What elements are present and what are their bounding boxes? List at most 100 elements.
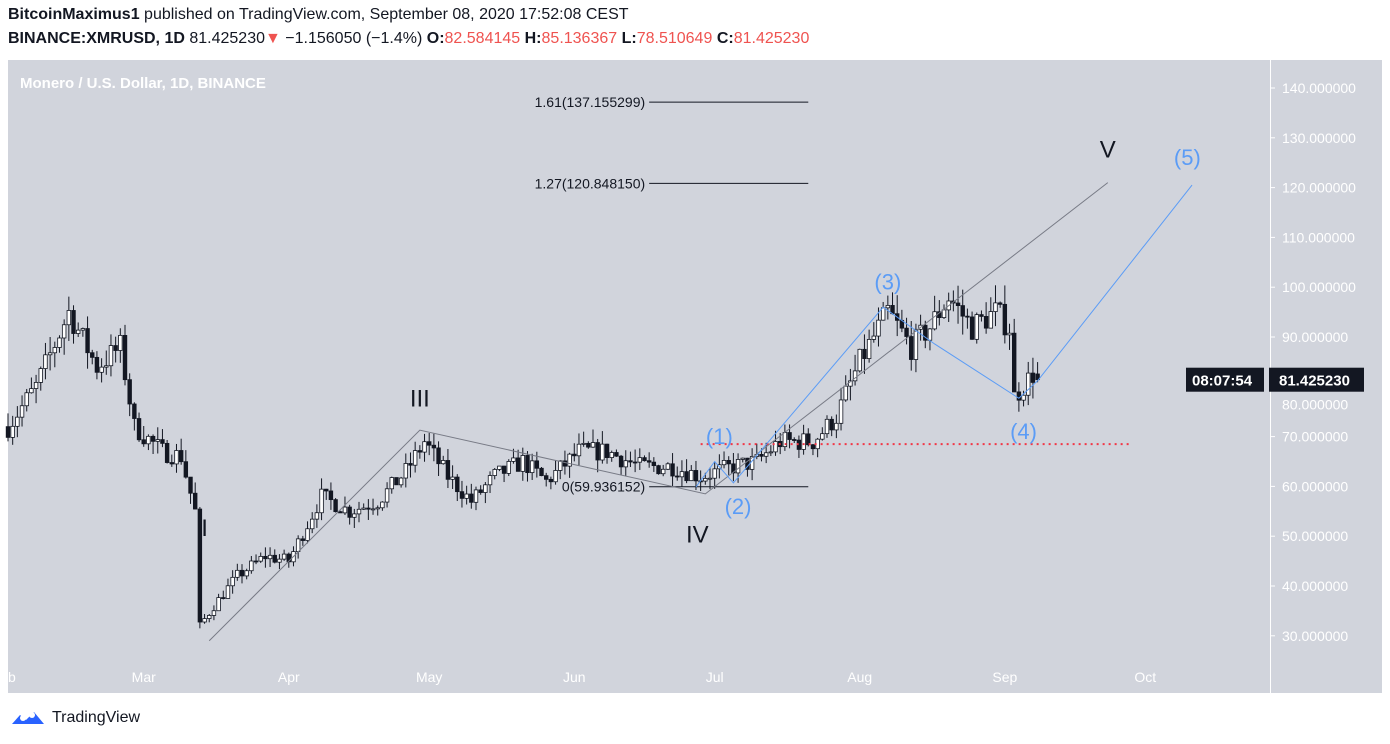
candle [1002, 285, 1008, 344]
close-label: C: [716, 30, 734, 47]
candle [216, 593, 221, 612]
candle-body [249, 560, 254, 572]
candle-body [763, 452, 769, 457]
candle-body [146, 435, 151, 445]
candle [136, 412, 142, 442]
candle-body [295, 538, 301, 552]
y-tick-label: 90.000000 [1282, 329, 1348, 345]
candle [398, 476, 404, 488]
last-price: 81.425230 [189, 30, 265, 47]
candle-body [132, 403, 137, 419]
candle [656, 464, 661, 475]
sub-wave-label: (3) [874, 270, 901, 295]
candle [436, 441, 441, 477]
candle-body [225, 585, 231, 599]
candle [99, 358, 104, 383]
candle [609, 450, 614, 462]
candle [342, 496, 348, 515]
candle-body [441, 460, 446, 465]
candle-body [1007, 332, 1012, 336]
candle-body [375, 507, 380, 510]
primary-wave-line [208, 182, 1109, 642]
candle-body [76, 329, 81, 334]
candle [614, 449, 619, 457]
candle-body [553, 470, 558, 483]
candle [192, 482, 198, 510]
candle-body [43, 354, 48, 369]
candle [857, 348, 862, 373]
candle-body [314, 512, 320, 520]
symbol: BINANCE:XMRUSD, 1D [8, 30, 185, 47]
sub-wave-label: (4) [1010, 419, 1037, 444]
candle [235, 563, 240, 581]
candle-body [207, 615, 212, 619]
candle [15, 406, 20, 438]
candle-body [590, 442, 596, 448]
candles [5, 285, 1040, 629]
candle [394, 477, 399, 486]
candle [740, 457, 745, 463]
candle [225, 578, 231, 599]
last-price-label: 81.425230 [1279, 373, 1350, 390]
candle [548, 476, 554, 490]
countdown-label: 08:07:54 [1192, 373, 1253, 390]
candle [417, 445, 423, 459]
candle [333, 498, 338, 513]
candle [483, 482, 488, 504]
candle [347, 504, 352, 525]
candle [305, 521, 310, 544]
candle-body [412, 450, 418, 466]
candle-body [871, 335, 876, 340]
candle-body [820, 433, 825, 440]
candle [422, 433, 427, 462]
candle [909, 321, 914, 371]
candle-body [174, 450, 179, 465]
candle [632, 449, 638, 473]
candle [679, 460, 685, 487]
candle-body [787, 432, 792, 440]
candle [249, 555, 254, 574]
candle-body [347, 506, 352, 518]
author[interactable]: BitcoinMaximus1 [8, 6, 140, 23]
candle [80, 327, 86, 337]
y-tick-label: 80.000000 [1282, 397, 1348, 413]
candle [127, 373, 132, 417]
candle-body [492, 469, 497, 476]
y-tick-label: 40.000000 [1282, 578, 1348, 594]
candle-body [520, 455, 525, 472]
candle-body [703, 478, 708, 482]
candle-body [740, 457, 745, 460]
candle-body [651, 461, 657, 467]
candle [604, 443, 610, 464]
high-label: H: [524, 30, 542, 47]
primary-wave-label: III [410, 386, 430, 413]
candle-body [824, 418, 830, 435]
candle [525, 451, 530, 482]
candle-body [965, 315, 970, 318]
candle-body [525, 455, 530, 474]
candle-body [661, 468, 666, 475]
candle [623, 450, 628, 477]
candle-body [99, 366, 104, 373]
candle [731, 452, 736, 482]
candle [108, 334, 114, 377]
candle-body [127, 379, 132, 405]
candle [361, 503, 366, 510]
candle [464, 485, 469, 505]
candle [132, 402, 137, 431]
candle-body [10, 425, 15, 438]
sub-wave-line [695, 184, 1193, 488]
symbol-line: BINANCE:XMRUSD, 1D 81.425230▼ −1.156050 … [8, 30, 809, 48]
candle-body [104, 365, 109, 368]
candle [960, 289, 965, 335]
candle [370, 498, 376, 515]
brand-name[interactable]: TradingView [52, 709, 141, 726]
y-tick-label: 30.000000 [1282, 628, 1348, 644]
candle-body [267, 554, 273, 560]
candle [487, 471, 493, 494]
candle [90, 349, 95, 365]
candle-body [567, 453, 572, 467]
candle-body [94, 356, 100, 373]
candle [651, 457, 657, 472]
